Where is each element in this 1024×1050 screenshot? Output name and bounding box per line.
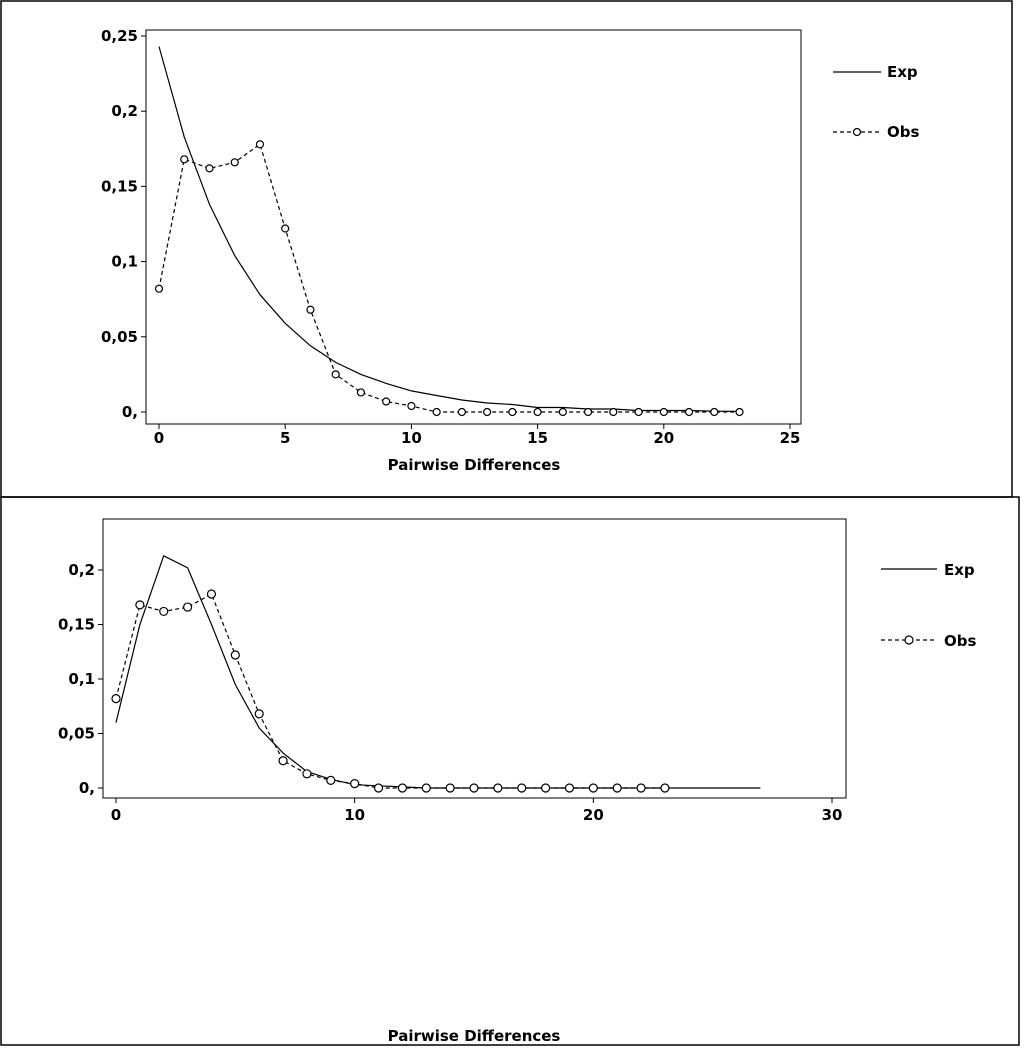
top-obs-point [609, 407, 618, 417]
top-obs-point [634, 407, 643, 417]
bottom-plot-area [102, 518, 847, 799]
bottom-obs-point [540, 783, 551, 793]
top-obs-point [457, 407, 466, 417]
top-obs-point [356, 388, 366, 397]
bottom-x-tick-label: 30 [822, 806, 843, 824]
bottom-obs-point [660, 783, 670, 793]
top-y-tick-label: 0,2 [111, 102, 138, 120]
top-x-tick-label: 15 [527, 429, 548, 447]
top-obs-point [659, 407, 668, 417]
top-y-tick-label: 0,05 [101, 328, 138, 346]
bottom-obs-point [326, 775, 336, 785]
bottom-series-obs-line [115, 593, 665, 789]
top-x-tick-label: 20 [653, 429, 674, 447]
top-y-tick-label: 0,1 [111, 253, 138, 271]
bottom-obs-point [397, 783, 407, 793]
top-x-tick-label: 10 [401, 429, 422, 447]
bottom-y-tick-label: 0,2 [68, 561, 95, 579]
bottom-y-tick-label: 0, [79, 779, 95, 797]
bottom-legend-obs-marker [904, 635, 914, 645]
top-obs-point [255, 140, 265, 149]
top-obs-point [180, 155, 189, 164]
top-obs-point [735, 407, 744, 417]
bottom-chart-panel: Exp Obs Pairwise Differences 0 10 20 30 0, 0,… [0, 496, 1020, 1046]
bottom-obs-point [612, 783, 622, 793]
top-legend: Exp Obs [833, 63, 919, 141]
bottom-obs-point [254, 709, 264, 719]
bottom-x-tick-label: 10 [344, 806, 365, 824]
bottom-obs-point [421, 783, 431, 793]
top-obs-point [331, 370, 340, 379]
bottom-obs-point [636, 783, 646, 793]
bottom-obs-point [517, 783, 527, 793]
bottom-obs-point [111, 694, 121, 704]
bottom-obs-point [230, 650, 240, 660]
top-obs-point [710, 407, 719, 417]
bottom-legend-exp-label: Exp [944, 561, 975, 579]
top-obs-point [205, 164, 214, 173]
bottom-obs-point [278, 756, 288, 766]
top-x-tick-label: 25 [780, 429, 801, 447]
bottom-y-tick-label: 0,1 [68, 670, 95, 688]
top-obs-point [230, 158, 239, 167]
top-plot-area [145, 29, 802, 425]
top-x-axis-title: Pairwise Differences [388, 456, 561, 474]
top-x-tick-label: 0 [154, 429, 164, 447]
top-obs-point [382, 397, 391, 406]
top-obs-point [281, 224, 290, 233]
bottom-obs-point [445, 783, 455, 793]
top-series-exp-line [158, 46, 740, 412]
top-obs-point [154, 284, 164, 293]
bottom-x-tick-label: 20 [583, 806, 604, 824]
bottom-obs-point [588, 783, 598, 793]
bottom-y-tick-label: 0,15 [58, 616, 95, 634]
top-obs-point [306, 305, 315, 314]
bottom-obs-point [373, 783, 384, 793]
top-obs-point [432, 407, 441, 417]
top-obs-point [533, 407, 542, 417]
bottom-obs-point [183, 602, 193, 612]
bottom-y-tick-label: 0,05 [58, 725, 95, 743]
top-obs-point [583, 407, 593, 417]
top-panel-border [0, 0, 1013, 498]
bottom-obs-point [493, 783, 503, 793]
bottom-x-axis-title: Pairwise Differences [388, 1027, 561, 1045]
top-obs-point [407, 401, 416, 411]
bottom-obs-point [135, 600, 145, 610]
bottom-obs-point [159, 606, 169, 617]
bottom-obs-point [206, 589, 217, 599]
top-obs-point [684, 407, 694, 417]
bottom-obs-point [469, 783, 479, 793]
bottom-legend: Exp Obs [881, 561, 976, 650]
top-series-obs-line [158, 143, 740, 413]
bottom-obs-point [302, 769, 312, 779]
bottom-legend-obs-label: Obs [944, 632, 976, 650]
bottom-panel-border [0, 496, 1020, 1046]
top-legend-obs-marker [852, 127, 862, 137]
bottom-obs-point [564, 783, 575, 793]
top-x-tick-label: 5 [280, 429, 290, 447]
bottom-obs-point [350, 779, 360, 789]
top-legend-obs-label: Obs [887, 123, 919, 141]
top-chart-panel: Exp Obs Pairwise Differences 0 5 10 15 20 25 0… [0, 0, 1013, 498]
top-y-tick-label: 0, [122, 403, 138, 421]
top-obs-point [508, 407, 517, 417]
top-y-tick-label: 0,15 [101, 177, 138, 195]
top-y-tick-label: 0,25 [101, 27, 138, 45]
top-obs-point [483, 407, 492, 417]
top-legend-exp-label: Exp [887, 63, 918, 81]
bottom-x-tick-label: 0 [111, 806, 121, 824]
top-obs-point [558, 407, 567, 417]
